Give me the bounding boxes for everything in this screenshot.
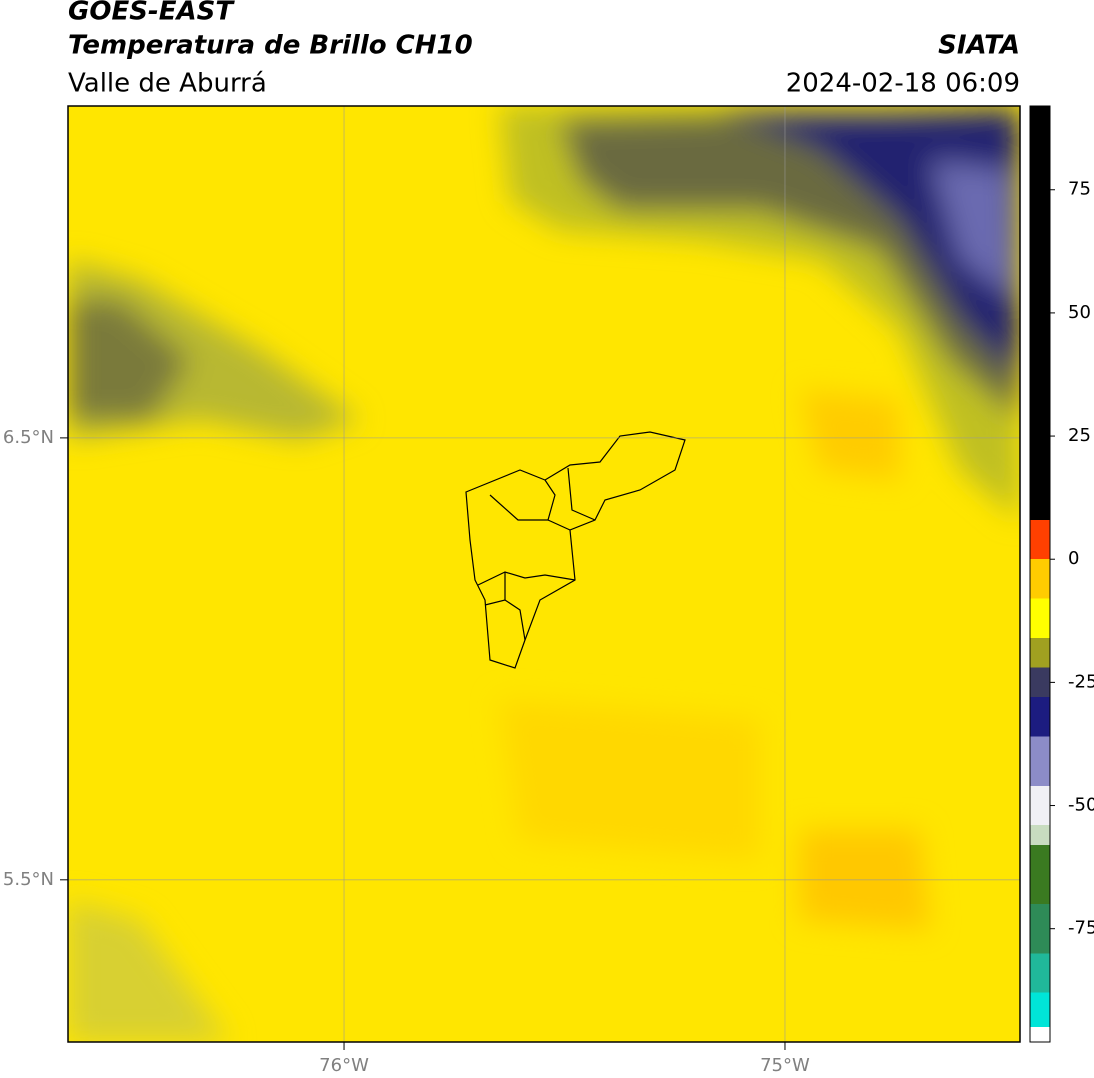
colorbar-band: [1030, 638, 1050, 668]
colorbar-tick-label: 50: [1068, 302, 1091, 323]
colorbar-band: [1030, 598, 1050, 639]
y-tick-label: 5.5°N: [3, 869, 54, 890]
agency: SIATA: [938, 31, 1020, 61]
colorbar-band: [1030, 844, 1050, 905]
x-tick-label: 75°W: [760, 1055, 810, 1076]
colorbar-band: [1030, 697, 1050, 737]
colorbar-band: [1030, 736, 1050, 786]
colorbar-band: [1030, 825, 1050, 845]
datetime: 2024-02-18 06:09: [786, 69, 1020, 99]
colorbar-tick-label: -25: [1068, 671, 1094, 692]
colorbar-frame: [1029, 105, 1051, 1043]
map-frame: [67, 105, 1021, 1043]
source: GOES-EAST: [68, 0, 235, 27]
product: Temperatura de Brillo CH10: [68, 31, 473, 61]
colorbar-tick-label: -75: [1068, 918, 1094, 939]
colorbar-tick-label: -50: [1068, 795, 1094, 816]
colorbar-band: [1030, 519, 1050, 560]
grid: [60, 106, 1020, 1050]
colorbar-band: [1030, 904, 1050, 954]
colorbar-band: [1030, 667, 1050, 698]
colorbar: 75 50 25 0 -25 -50 -75: [1029, 105, 1094, 1043]
colorbar-tick-label: 75: [1068, 179, 1091, 200]
colorbar-band: [1030, 992, 1050, 1028]
y-tick-label: 6.5°N: [3, 427, 54, 448]
municipal-boundaries: [465, 431, 686, 669]
x-tick-label: 76°W: [319, 1055, 369, 1076]
colorbar-tick-label: 0: [1068, 548, 1079, 569]
colorbar-band: [1030, 559, 1050, 599]
colorbar-band: [1030, 785, 1050, 826]
colorbar-tick-label: 25: [1068, 425, 1091, 446]
map-image: [68, 106, 1020, 1042]
colorbar-band: [1030, 106, 1050, 520]
colorbar-band: [1030, 1027, 1050, 1042]
colorbar-band: [1030, 953, 1050, 993]
region: Valle de Aburrá: [68, 69, 267, 99]
